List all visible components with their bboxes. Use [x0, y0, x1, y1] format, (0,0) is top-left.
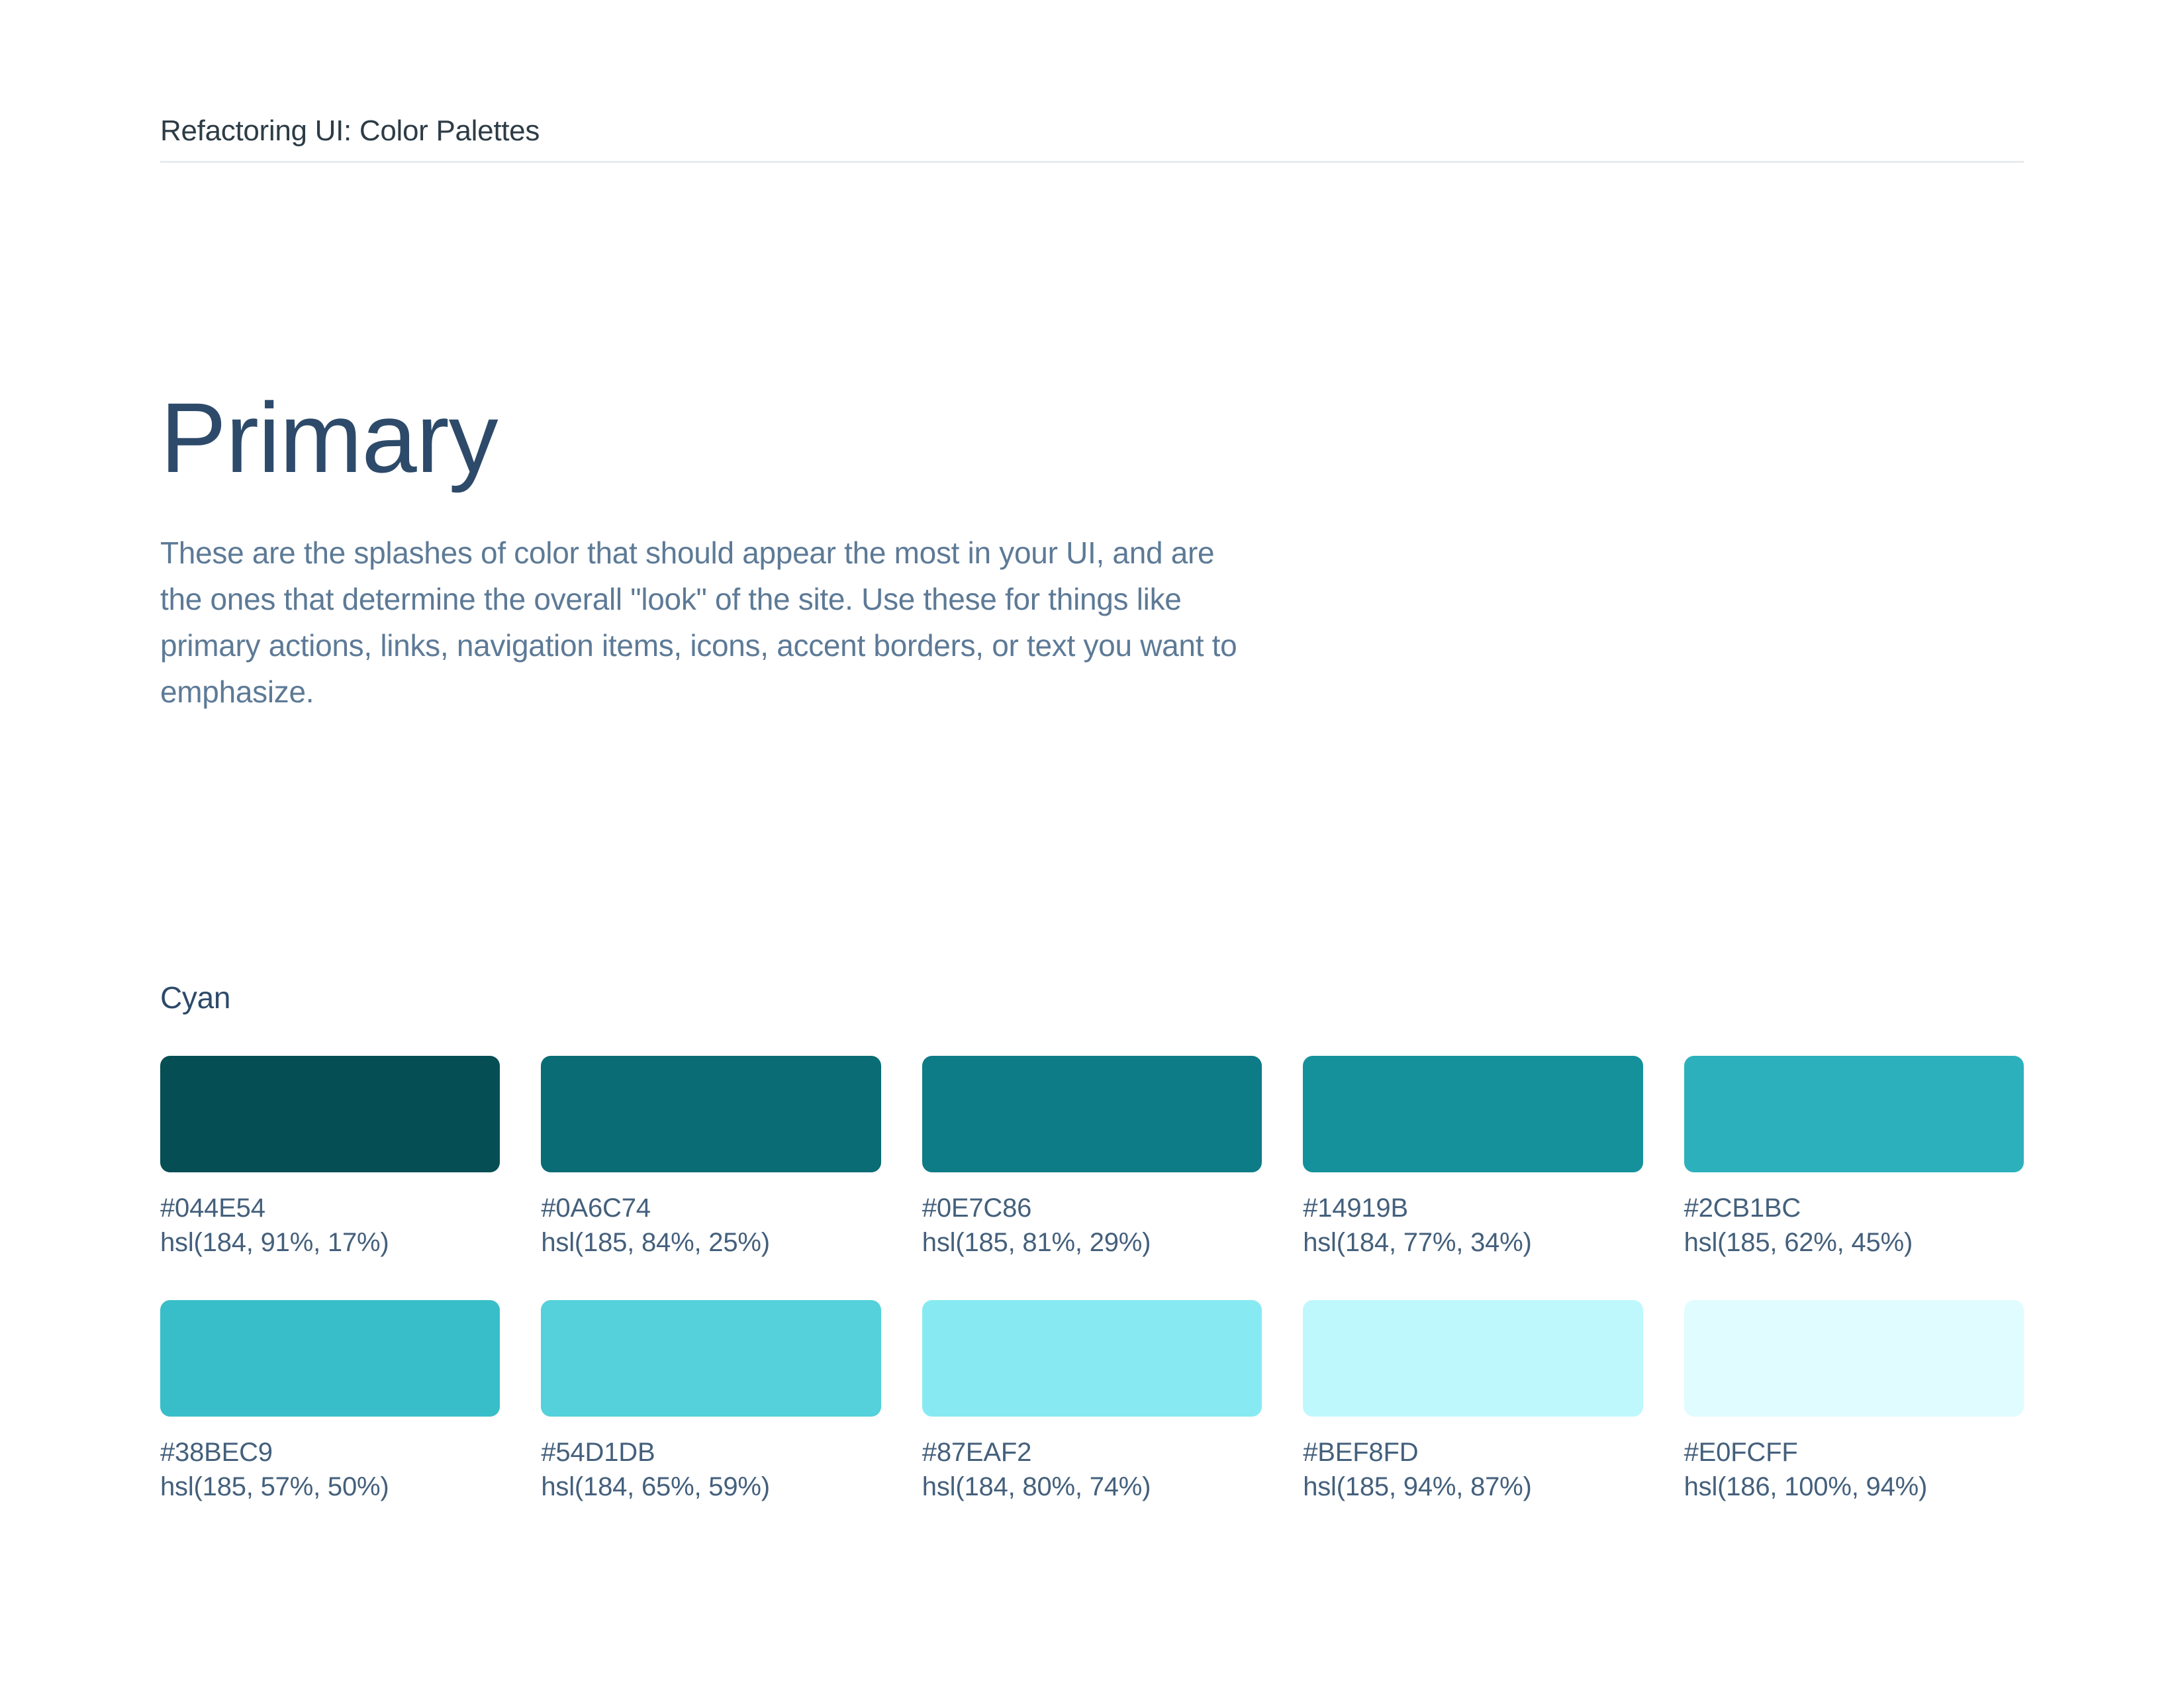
swatch-hsl-value: hsl(184, 91%, 17%) [160, 1227, 389, 1257]
swatch-labels: #14919B hsl(184, 77%, 34%) [1303, 1191, 1642, 1260]
color-swatch [160, 1299, 500, 1417]
swatch-hex-value: #BEF8FD [1303, 1437, 1419, 1467]
swatch-labels: #E0FCFF hsl(186, 100%, 94%) [1684, 1435, 2024, 1504]
section-title: Primary [160, 381, 499, 493]
color-swatch [922, 1299, 1262, 1417]
swatch-hsl-value: hsl(185, 62%, 45%) [1684, 1227, 1913, 1257]
color-swatch [1303, 1299, 1643, 1417]
swatch-hex-value: #2CB1BC [1684, 1193, 1801, 1223]
swatch-cell: #38BEC9 hsl(185, 57%, 50%) [160, 1299, 500, 1504]
swatch-cell: #14919B hsl(184, 77%, 34%) [1303, 1055, 1643, 1260]
swatch-cell: #044E54 hsl(184, 91%, 17%) [160, 1055, 500, 1260]
swatch-hsl-value: hsl(184, 77%, 34%) [1303, 1227, 1532, 1257]
swatch-hex-value: #0A6C74 [541, 1193, 651, 1223]
swatch-cell: #87EAF2 hsl(184, 80%, 74%) [922, 1299, 1262, 1504]
header-divider [160, 160, 2024, 163]
swatch-cell: #0E7C86 hsl(185, 81%, 29%) [922, 1055, 1262, 1260]
swatch-labels: #0A6C74 hsl(185, 84%, 25%) [541, 1191, 880, 1260]
color-swatch [922, 1055, 1262, 1172]
swatch-cell: #0A6C74 hsl(185, 84%, 25%) [541, 1055, 881, 1260]
swatch-labels: #044E54 hsl(184, 91%, 17%) [160, 1191, 500, 1260]
swatch-labels: #54D1DB hsl(184, 65%, 59%) [541, 1435, 880, 1504]
color-swatch [1303, 1055, 1643, 1172]
swatch-hsl-value: hsl(184, 65%, 59%) [541, 1472, 770, 1501]
swatch-hex-value: #044E54 [160, 1193, 265, 1223]
swatch-labels: #38BEC9 hsl(185, 57%, 50%) [160, 1435, 500, 1504]
swatch-cell: #54D1DB hsl(184, 65%, 59%) [541, 1299, 881, 1504]
swatch-hsl-value: hsl(185, 94%, 87%) [1303, 1472, 1532, 1501]
swatch-cell: #2CB1BC hsl(185, 62%, 45%) [1684, 1055, 2024, 1260]
swatch-hex-value: #87EAF2 [922, 1437, 1032, 1467]
swatch-hsl-value: hsl(185, 84%, 25%) [541, 1227, 770, 1257]
swatch-hex-value: #14919B [1303, 1193, 1408, 1223]
swatch-hsl-value: hsl(186, 100%, 94%) [1684, 1472, 1928, 1501]
page-container: Refactoring UI: Color Palettes Primary T… [160, 115, 2024, 1504]
swatch-labels: #0E7C86 hsl(185, 81%, 29%) [922, 1191, 1262, 1260]
swatch-hex-value: #E0FCFF [1684, 1437, 1798, 1467]
swatch-grid: #044E54 hsl(184, 91%, 17%) #0A6C74 hsl(1… [160, 1055, 2024, 1504]
swatch-hsl-value: hsl(185, 57%, 50%) [160, 1472, 389, 1501]
section-description: These are the splashes of color that sho… [160, 535, 1237, 709]
color-swatch [541, 1055, 881, 1172]
swatch-labels: #87EAF2 hsl(184, 80%, 74%) [922, 1435, 1262, 1504]
palette-name: Cyan [160, 980, 231, 1015]
swatch-hsl-value: hsl(184, 80%, 74%) [922, 1472, 1151, 1501]
swatch-hex-value: #38BEC9 [160, 1437, 273, 1467]
swatch-labels: #BEF8FD hsl(185, 94%, 87%) [1303, 1435, 1642, 1504]
swatch-cell: #BEF8FD hsl(185, 94%, 87%) [1303, 1299, 1643, 1504]
swatch-cell: #E0FCFF hsl(186, 100%, 94%) [1684, 1299, 2024, 1504]
swatch-labels: #2CB1BC hsl(185, 62%, 45%) [1684, 1191, 2024, 1260]
swatch-hex-value: #0E7C86 [922, 1193, 1032, 1223]
swatch-hsl-value: hsl(185, 81%, 29%) [922, 1227, 1151, 1257]
swatch-hex-value: #54D1DB [541, 1437, 655, 1467]
color-swatch [541, 1299, 881, 1417]
color-swatch [160, 1055, 500, 1172]
color-swatch [1684, 1055, 2024, 1172]
page-header-title: Refactoring UI: Color Palettes [160, 115, 540, 147]
color-swatch [1684, 1299, 2024, 1417]
